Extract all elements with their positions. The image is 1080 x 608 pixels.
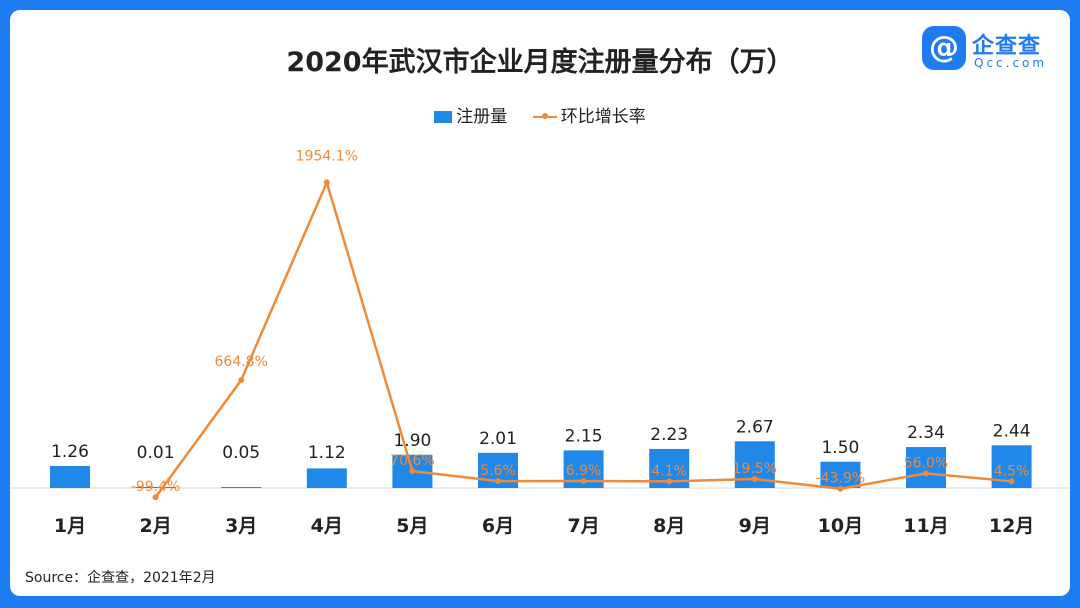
growth-rate-label-4: 1954.1% xyxy=(296,148,358,164)
growth-rate-label-9: 19.5% xyxy=(733,461,777,477)
x-tick-label-3: 3月 xyxy=(225,515,257,537)
bar-value-label-7: 2.15 xyxy=(565,426,603,446)
growth-rate-label-2: -99.4% xyxy=(131,479,181,495)
x-tick-label-10: 10月 xyxy=(818,515,863,537)
growth-rate-point-10 xyxy=(837,485,844,492)
growth-rate-point-11 xyxy=(923,470,929,477)
source-note: Source：企查查，2021年2月 xyxy=(25,570,216,586)
x-tick-label-7: 7月 xyxy=(567,515,599,537)
growth-rate-label-7: 6.9% xyxy=(566,463,602,479)
bar-value-label-8: 2.23 xyxy=(650,425,688,445)
growth-rate-label-12: 4.5% xyxy=(994,463,1030,479)
bar-11 xyxy=(906,447,946,488)
growth-rate-point-4 xyxy=(323,179,330,186)
chart-title: 2020年武汉市企业月度注册量分布（万） xyxy=(286,47,794,78)
bar-2 xyxy=(135,487,176,488)
x-tick-label-4: 4月 xyxy=(311,515,343,537)
growth-rate-label-3: 664.8% xyxy=(215,354,268,370)
chart-plot: 1.26 0.01 0.05 1.12 1.90 2.01 2.15 2.23 2.67 1.50… xyxy=(10,148,1070,537)
x-tick-label-8: 8月 xyxy=(653,515,685,537)
growth-rate-point-12 xyxy=(1008,478,1015,485)
legend-line-label: 环比增长率 xyxy=(560,107,646,127)
legend-item-bar: 注册量 xyxy=(434,102,507,127)
growth-rate-point-8 xyxy=(666,478,673,485)
bar-value-label-4: 1.12 xyxy=(308,443,346,463)
bar-4 xyxy=(306,468,347,488)
x-tick-label-1: 1月 xyxy=(54,515,86,537)
qcc-logo-icon: @ xyxy=(922,26,966,70)
growth-rate-point-7 xyxy=(580,477,587,484)
qcc-logo: @ 企查查 Qcc.com xyxy=(922,26,1062,82)
bar-value-label-10: 1.50 xyxy=(821,438,859,458)
chart-card: 2020年武汉市企业月度注册量分布（万） @ 企查查 Qcc.com 注册量 环… xyxy=(10,10,1070,596)
growth-rate-label-8: 4.1% xyxy=(651,463,687,479)
growth-rate-label-10: -43.9% xyxy=(816,471,866,487)
x-tick-label-11: 11月 xyxy=(903,515,948,537)
chart-legend: 注册量 环比增长率 xyxy=(10,102,1070,127)
x-tick-label-5: 5月 xyxy=(396,515,428,537)
growth-rate-label-11: 56.0% xyxy=(904,455,948,471)
qcc-logo-domain: Qcc.com xyxy=(974,56,1048,70)
growth-rate-label-6: 5.6% xyxy=(480,463,516,479)
x-tick-label-2: 2月 xyxy=(139,515,171,537)
growth-rate-line xyxy=(154,181,1012,498)
bar-value-label-5: 1.90 xyxy=(393,431,431,451)
qcc-logo-name: 企查查 xyxy=(972,34,1042,59)
growth-rate-point-6 xyxy=(495,478,501,485)
bar-value-label-11: 2.34 xyxy=(907,423,945,443)
bar-value-label-12: 2.44 xyxy=(993,421,1031,441)
bar-3 xyxy=(221,487,262,488)
legend-item-line: 环比增长率 xyxy=(532,102,646,127)
x-tick-label-9: 9月 xyxy=(739,515,771,537)
growth-rate-label-5: 70.6% xyxy=(390,453,434,469)
legend-bar-label: 注册量 xyxy=(456,107,508,127)
x-tick-label-12: 12月 xyxy=(989,515,1034,537)
legend-bar-swatch xyxy=(434,111,453,123)
legend-line-swatch xyxy=(532,113,557,119)
bar-value-label-3: 0.05 xyxy=(222,443,260,463)
bar-10 xyxy=(820,461,861,488)
bar-value-label-1: 1.26 xyxy=(51,442,89,462)
bar-value-label-6: 2.01 xyxy=(479,429,517,449)
bar-value-label-9: 2.67 xyxy=(736,417,774,437)
growth-rate-point-3 xyxy=(238,377,245,384)
growth-rate-point-9 xyxy=(751,476,758,483)
x-tick-label-6: 6月 xyxy=(482,515,514,537)
growth-rate-point-5 xyxy=(409,468,416,475)
bar-value-label-2: 0.01 xyxy=(137,443,175,463)
bar-1 xyxy=(50,465,90,488)
growth-rate-point-2 xyxy=(152,494,159,501)
